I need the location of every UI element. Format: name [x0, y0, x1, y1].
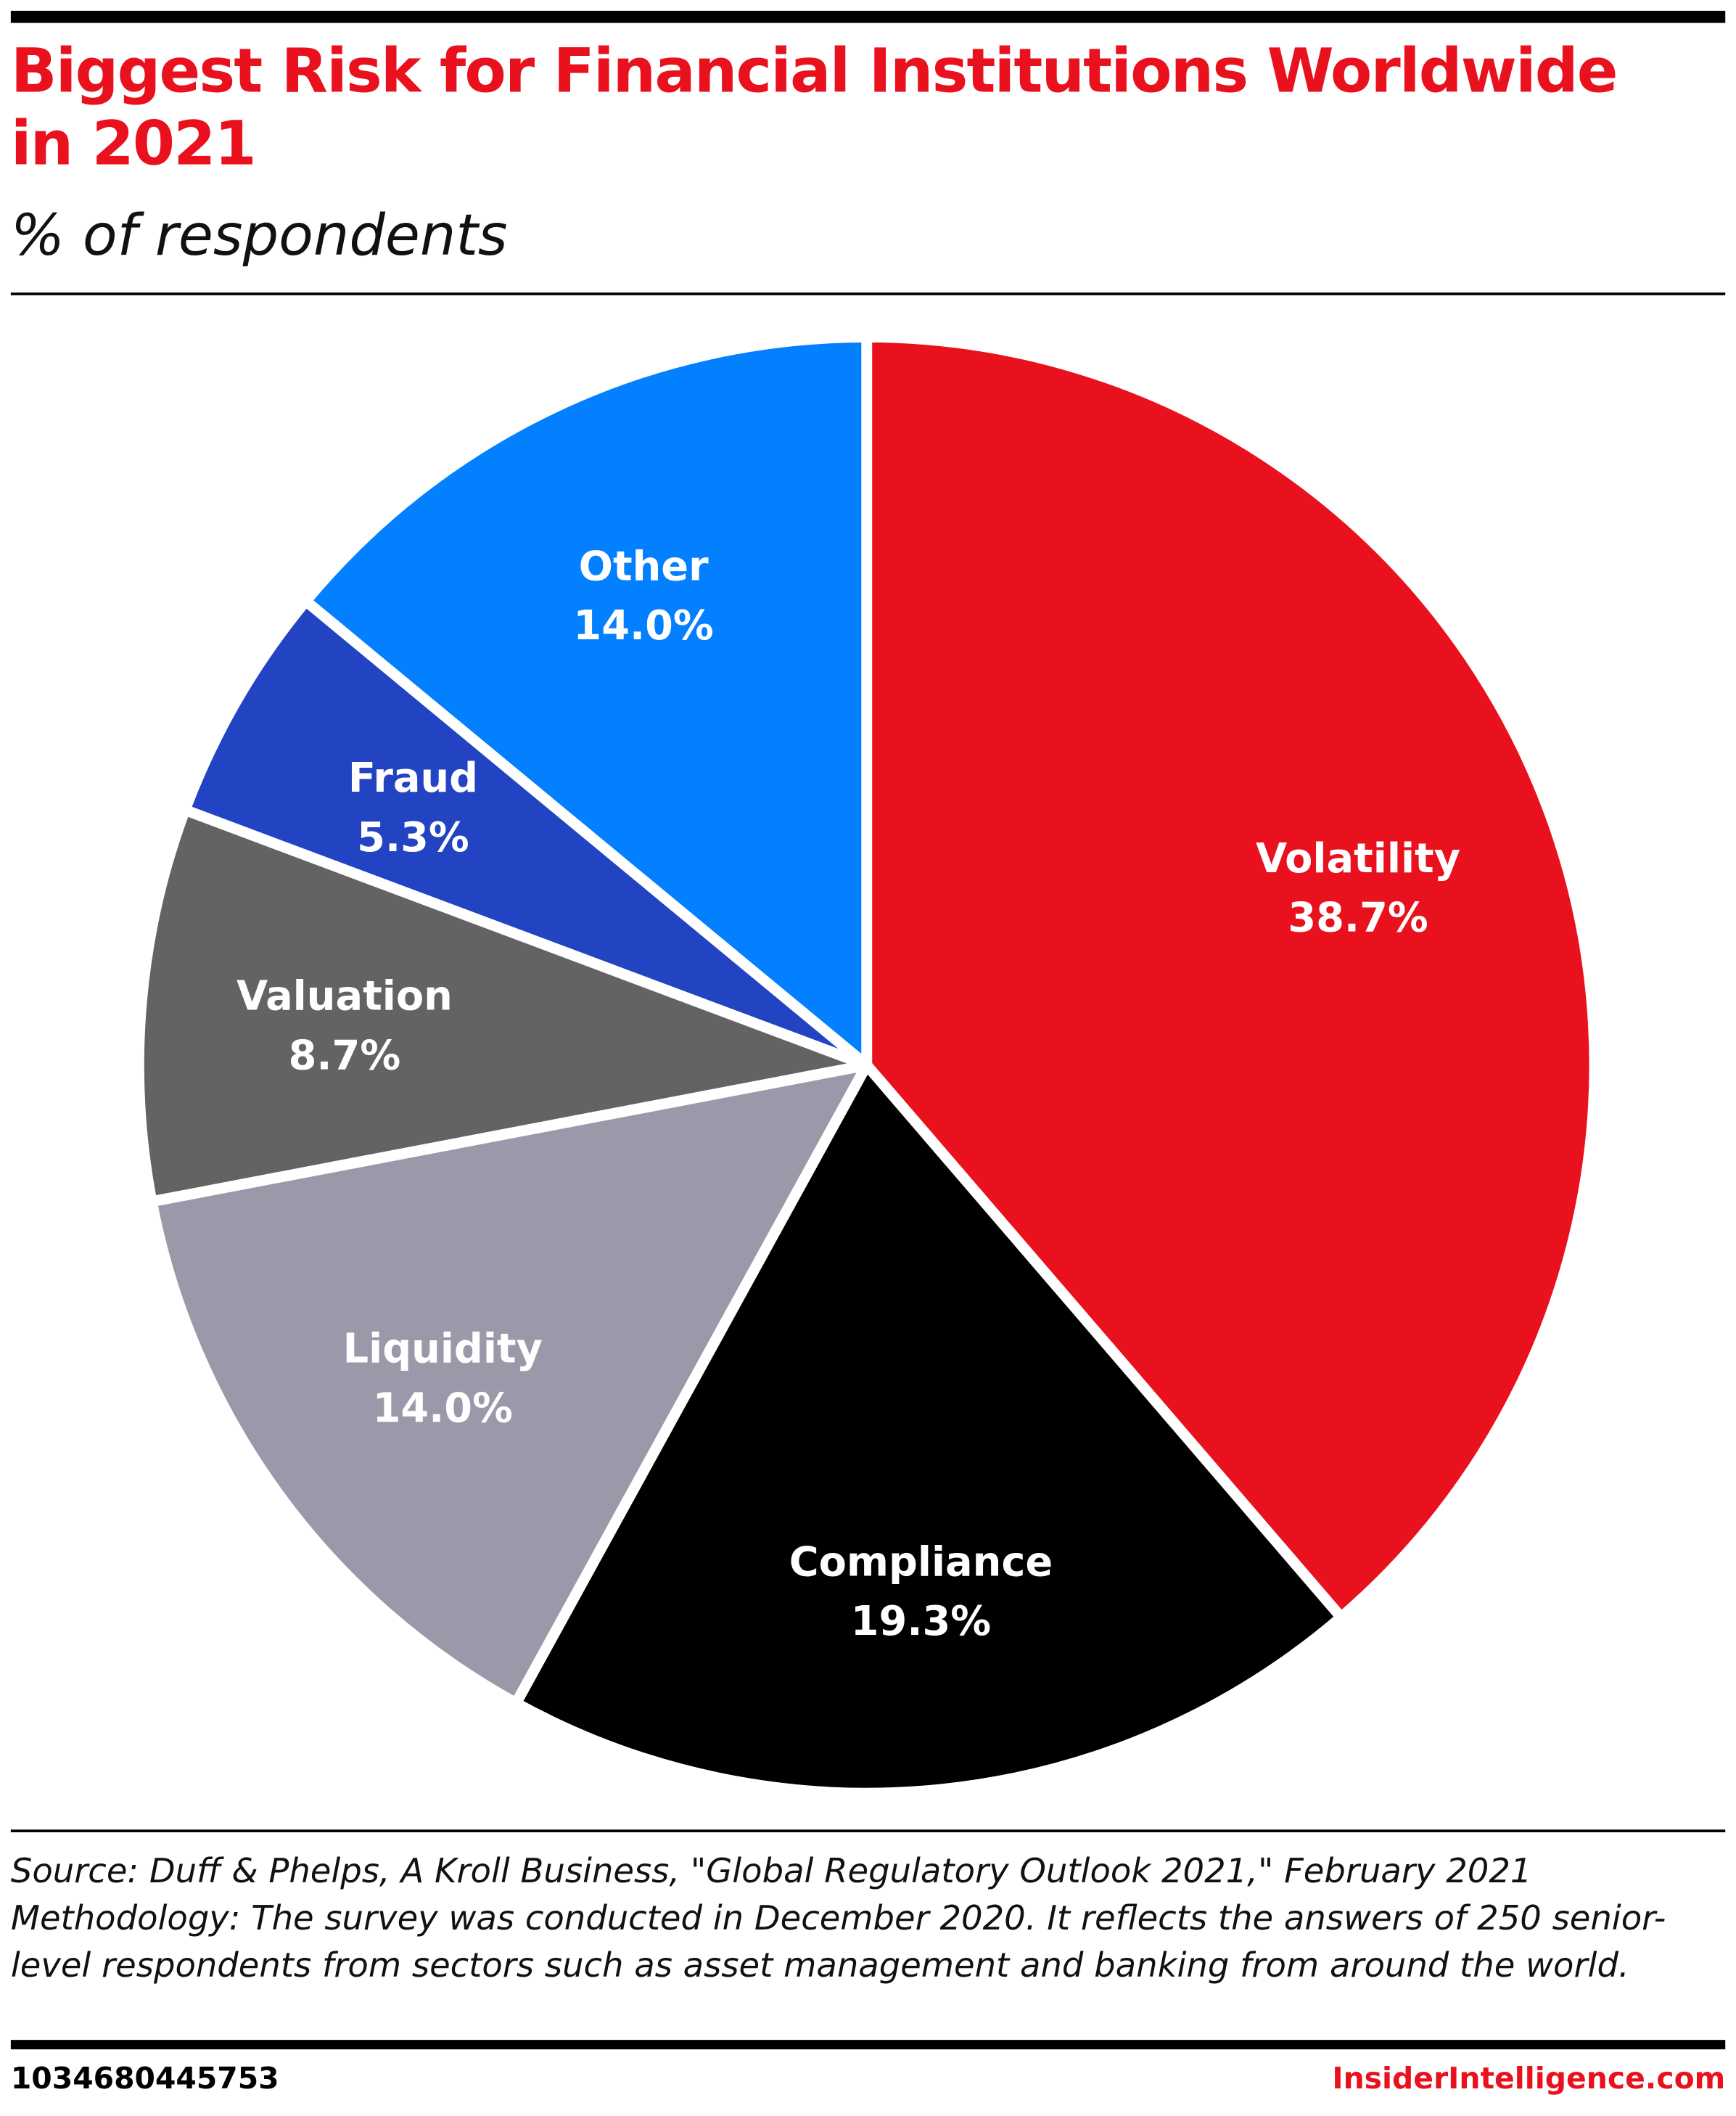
pie-slice — [146, 1059, 873, 1709]
slice-label: Other — [579, 543, 709, 590]
footnote: Source: Duff & Phelps, A Kroll Business,… — [11, 1847, 1723, 1988]
value-label: 5.3% — [357, 814, 469, 861]
pie-slice — [300, 332, 873, 1071]
pie-slice — [861, 332, 1600, 1623]
slice-label: Volatility — [1256, 835, 1460, 882]
pie-slice — [179, 595, 873, 1071]
value-label: 19.3% — [851, 1598, 991, 1645]
chart-title: Biggest Risk for Financial Institutions … — [10, 35, 1618, 180]
source: Source: Duff & Phelps, A Kroll Business,… — [10, 1851, 1532, 1890]
value-label: 8.7% — [289, 1033, 401, 1080]
slice-label: Fraud — [348, 755, 478, 802]
chart-subtitle: % of respondents — [10, 202, 508, 268]
rule — [10, 1829, 1726, 1833]
pie-slice — [510, 1059, 1347, 1799]
methodology: Methodology: The survey was conducted in… — [10, 1898, 1666, 1985]
slice-label: Valuation — [236, 973, 453, 1020]
value-label: 14.0% — [373, 1385, 513, 1432]
pie-slice — [133, 804, 873, 1207]
brand: InsiderIntelligence.com — [1332, 2062, 1726, 2097]
top-rule — [10, 10, 1726, 23]
pie-chart: Volatility 38.7% Compliance 19.3% Liquidity 1… — [133, 332, 1600, 1799]
slice-label: Liquidity — [343, 1326, 543, 1373]
bottom-rule — [10, 2040, 1726, 2050]
slice-label: Compliance — [789, 1538, 1053, 1586]
chart-id: 1034680445753 — [10, 2062, 279, 2097]
value-label: 14.0% — [573, 602, 713, 649]
rule — [10, 292, 1726, 295]
value-label: 38.7% — [1288, 895, 1428, 942]
